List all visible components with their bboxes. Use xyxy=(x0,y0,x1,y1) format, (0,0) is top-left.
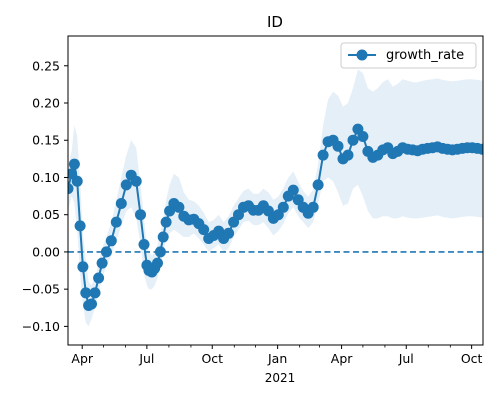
growth-rate-point xyxy=(68,158,80,170)
y-tick-label: 0.05 xyxy=(32,207,60,222)
growth-rate-point xyxy=(154,246,166,258)
growth-rate-point xyxy=(287,184,299,196)
x-tick-label: Oct xyxy=(201,351,223,366)
growth-rate-point xyxy=(71,175,83,187)
growth-rate-point xyxy=(93,272,105,284)
growth-rate-point xyxy=(357,131,369,142)
y-tick-label: 0.20 xyxy=(32,96,60,111)
series-layer xyxy=(68,123,483,311)
x-tick-label: Oct xyxy=(461,351,483,366)
chart-title: ID xyxy=(267,13,283,31)
growth-rate-point xyxy=(89,287,101,299)
growth-rate-point xyxy=(86,298,97,310)
growth-rate-point xyxy=(157,231,169,243)
growth-rate-point xyxy=(74,220,86,232)
growth-rate-point xyxy=(173,201,185,213)
x-tick-label: Apr xyxy=(71,351,93,366)
legend-marker-swatch xyxy=(356,49,368,61)
growth-rate-point xyxy=(100,246,112,258)
confidence-band xyxy=(68,69,483,327)
growth-rate-point xyxy=(110,216,122,228)
growth-rate-point xyxy=(317,149,329,161)
growth-rate-point xyxy=(152,257,163,269)
growth-rate-point xyxy=(342,149,354,161)
x-tick-label: Jul xyxy=(138,351,154,366)
growth-rate-point xyxy=(105,235,117,247)
y-axis: −0.10 −0.05 0.00 0.05 0.10 0.15 0.20 0.25 xyxy=(22,58,68,334)
growth-rate-point xyxy=(476,143,483,155)
growth-rate-point xyxy=(198,224,210,236)
growth-rate-point xyxy=(115,198,127,209)
growth-rate-point xyxy=(77,261,89,273)
growth-rate-point xyxy=(68,183,74,195)
y-tick-label: −0.10 xyxy=(22,319,60,334)
growth-rate-point xyxy=(160,216,172,228)
growth-rate-point xyxy=(312,179,324,191)
plot-frame xyxy=(67,35,484,346)
growth-rate-point xyxy=(347,134,359,146)
growth-rate-point xyxy=(138,239,150,250)
x-tick-label: Apr xyxy=(331,351,353,366)
y-tick-label: 0.15 xyxy=(32,133,60,148)
growth-rate-point xyxy=(332,140,344,152)
growth-rate-point xyxy=(96,257,108,269)
x-axis: Apr Jul Oct Jan Apr Jul Oct xyxy=(71,345,483,366)
y-tick-label: 0.25 xyxy=(32,58,60,73)
growth-rate-point xyxy=(135,209,146,221)
growth-rate-point xyxy=(130,175,142,187)
x-tick-label: Jan xyxy=(267,351,287,366)
growth-rate-point xyxy=(277,201,289,213)
growth-rate-point xyxy=(80,287,92,299)
x-tick-label: Jul xyxy=(398,351,414,366)
growth-rate-point xyxy=(223,227,235,239)
y-tick-label: 0.00 xyxy=(32,244,60,259)
y-tick-label: −0.05 xyxy=(22,282,60,297)
legend: growth_rate xyxy=(340,42,477,69)
legend-label-growth-rate: growth_rate xyxy=(386,48,464,63)
growth-rate-point xyxy=(307,201,319,213)
x-axis-year-label: 2021 xyxy=(265,371,296,385)
legend-box xyxy=(340,42,477,69)
growth-rate-point xyxy=(120,179,132,191)
y-tick-label: 0.10 xyxy=(32,170,60,185)
confidence-band-layer xyxy=(68,69,483,327)
